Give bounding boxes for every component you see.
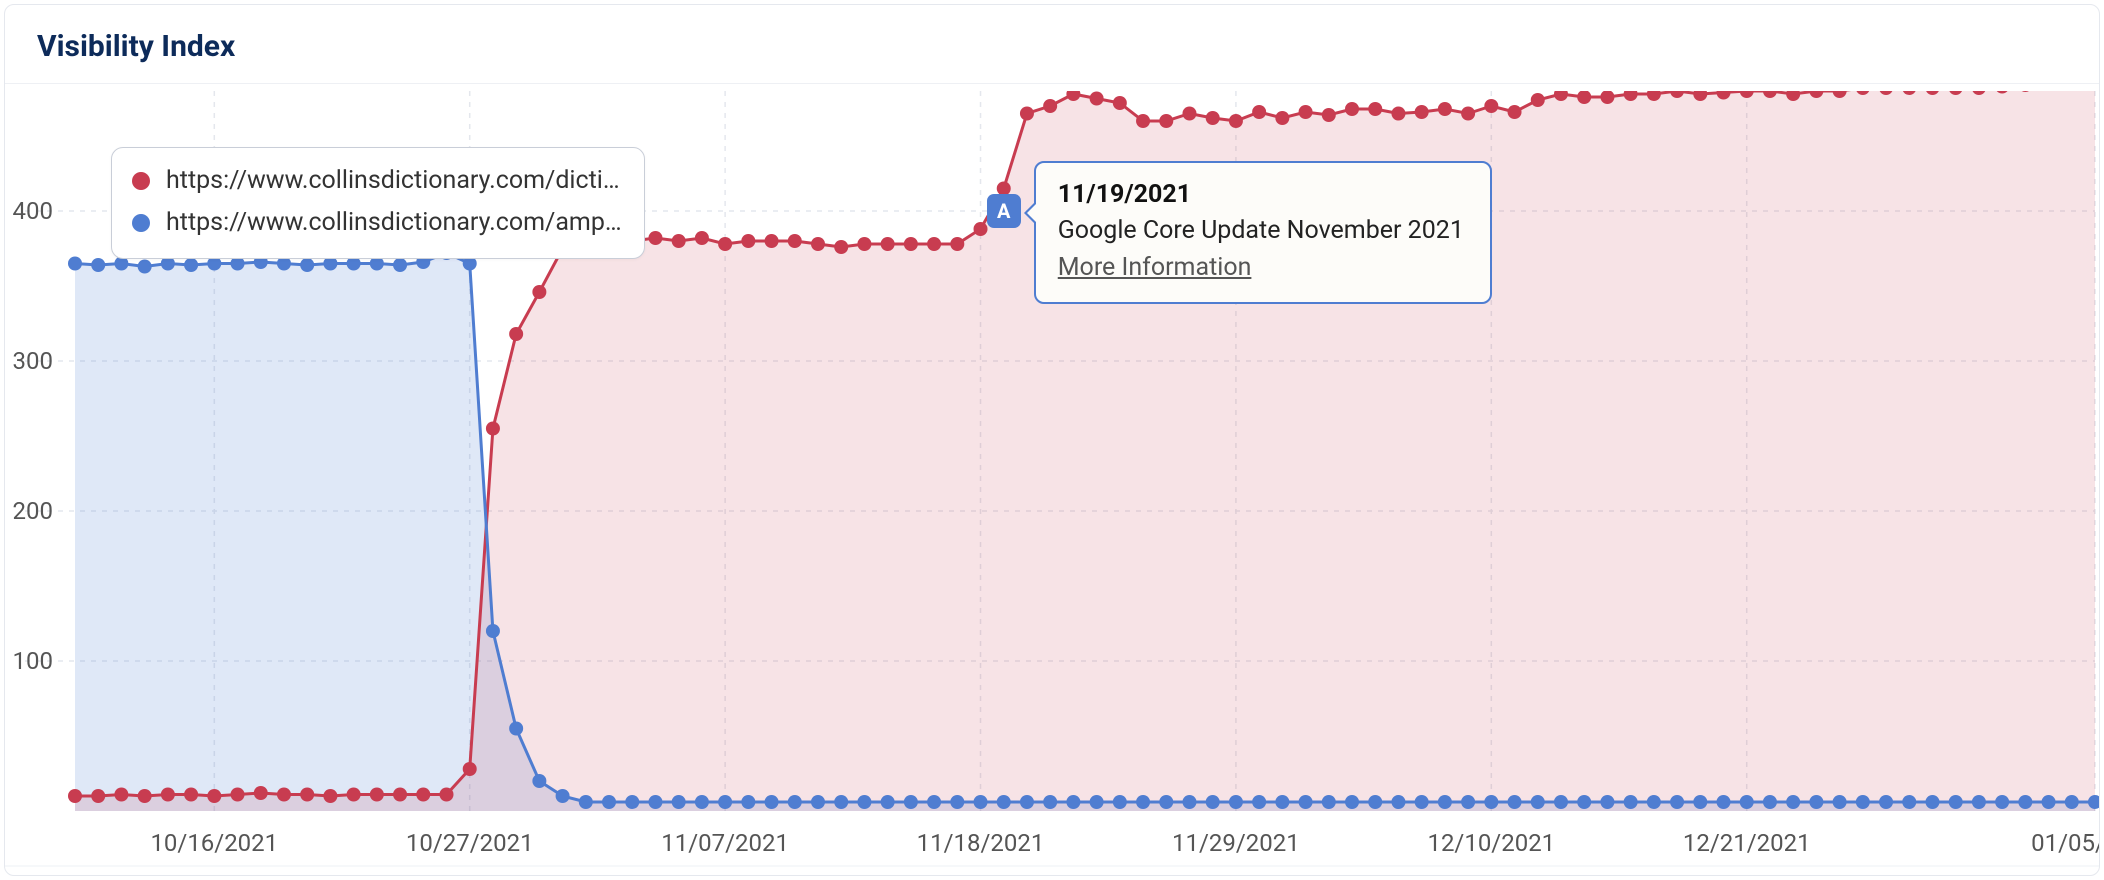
tooltip-date: 11/19/2021 xyxy=(1058,177,1464,213)
card-title: Visibility Index xyxy=(37,29,235,64)
annotation-tooltip: 11/19/2021 Google Core Update November 2… xyxy=(1034,161,1492,304)
svg-text:11/29/2021: 11/29/2021 xyxy=(1172,829,1300,857)
chart-area[interactable]: 100 200 300 400 10/16/2021 10/27/2021 11/07/20… xyxy=(5,91,2099,875)
svg-text:10/27/2021: 10/27/2021 xyxy=(406,829,534,857)
legend-item-red[interactable]: https://www.collinsdictionary.com/dicti… xyxy=(132,160,622,202)
svg-text:01/05/2022: 01/05/2022 xyxy=(2031,829,2100,857)
svg-text:200: 200 xyxy=(13,497,53,525)
legend-dot xyxy=(132,172,150,190)
svg-text:12/10/2021: 12/10/2021 xyxy=(1427,829,1555,857)
svg-text:11/07/2021: 11/07/2021 xyxy=(661,829,789,857)
svg-text:400: 400 xyxy=(13,197,53,225)
svg-text:300: 300 xyxy=(13,347,53,375)
visibility-index-card: Visibility Index 10020030040010/16/20211… xyxy=(4,4,2100,876)
svg-text:10/16/2021: 10/16/2021 xyxy=(150,829,278,857)
tooltip-more-info-link[interactable]: More Information xyxy=(1058,250,1464,286)
legend-item-blue[interactable]: https://www.collinsdictionary.com/amp… xyxy=(132,202,622,244)
legend-dot xyxy=(132,214,150,232)
tooltip-text: Google Core Update November 2021 xyxy=(1058,213,1464,249)
legend-label: https://www.collinsdictionary.com/amp… xyxy=(166,202,622,244)
svg-text:12/21/2021: 12/21/2021 xyxy=(1683,829,1811,857)
legend-box: https://www.collinsdictionary.com/dicti…… xyxy=(111,147,645,259)
svg-text:11/18/2021: 11/18/2021 xyxy=(917,829,1045,857)
annotation-badge-letter: A xyxy=(997,199,1010,223)
header-rule xyxy=(5,83,2099,84)
svg-text:100: 100 xyxy=(13,647,53,675)
annotation-badge[interactable]: A xyxy=(987,194,1021,228)
legend-label: https://www.collinsdictionary.com/dicti… xyxy=(166,160,620,202)
